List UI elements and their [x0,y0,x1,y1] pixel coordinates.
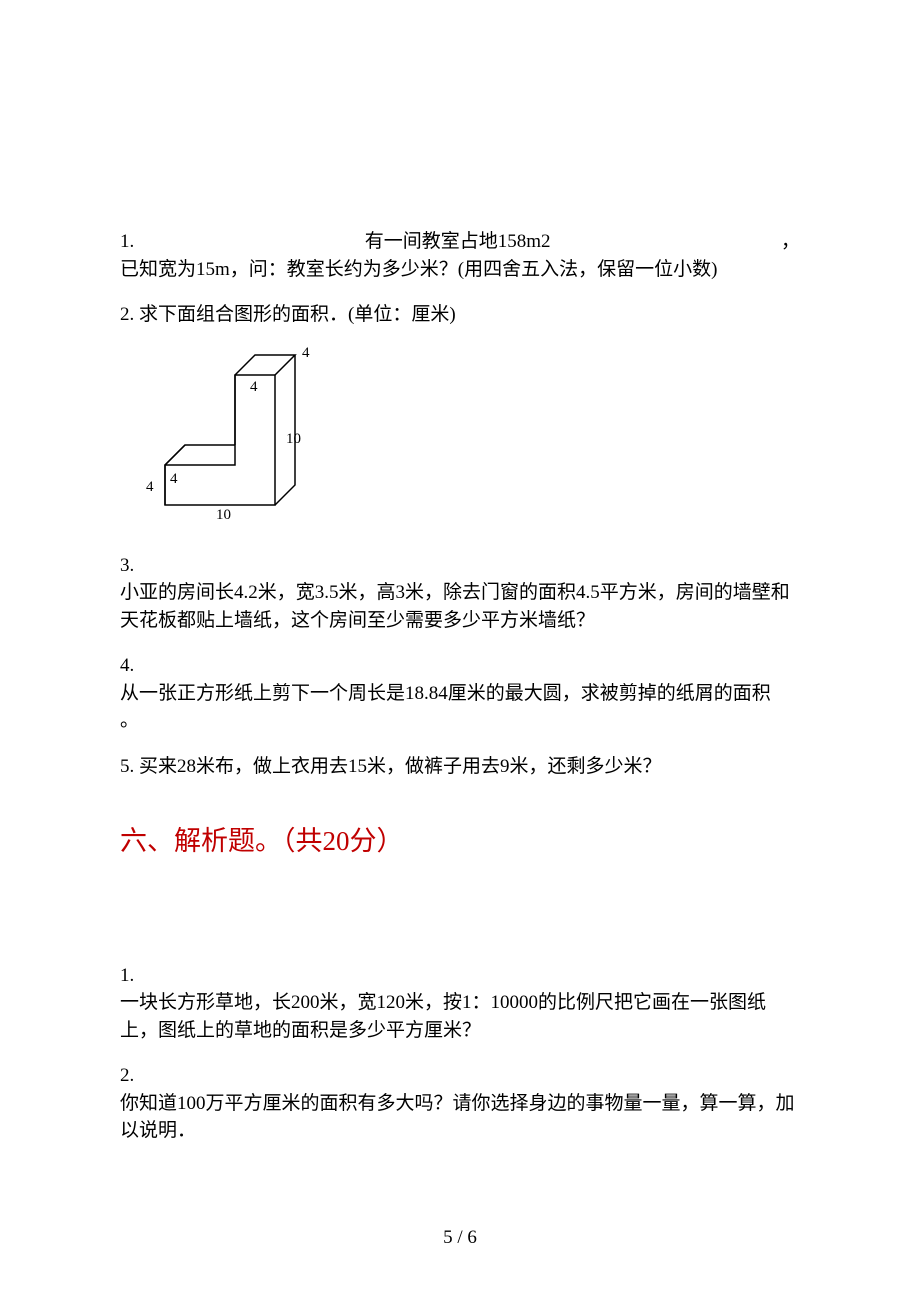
question-2-line1: 2. 求下面组合图形的面积．(单位：厘米) [120,301,800,329]
q1-number: 1. [120,228,134,256]
q1-mid-text: 有一间教室占地158m2 [134,228,781,256]
label-inner-4: 4 [250,379,258,395]
s6q2-number: 2. [120,1062,800,1090]
question-1-line2: 已知宽为15m，问：教室长约为多少米？(用四舍五入法，保留一位小数) [120,256,800,284]
q3-text: 小亚的房间长4.2米，宽3.5米，高3米，除去门窗的面积4.5平方米，房间的墙壁… [120,579,800,634]
s6q2-text: 你知道100万平方厘米的面积有多大吗？请你选择身边的事物量一量，算一算，加以说明… [120,1090,800,1145]
q4-text2: 。 [120,707,800,735]
q2-figure: 4 4 10 10 4 4 [130,335,800,520]
q4-text1: 从一张正方形纸上剪下一个周长是18.84厘米的最大圆，求被剪掉的纸屑的面积 [120,680,800,708]
s6q1-text: 一块长方形草地，长200米，宽120米，按1：10000的比例尺把它画在一张图纸… [120,989,800,1044]
section-6-heading: 六、解析题。（共20分） [120,822,800,861]
question-1-line1: 1. 有一间教室占地158m2 ， [120,228,800,256]
label-bottom-10: 10 [216,507,231,520]
label-innerleft-4: 4 [170,471,178,487]
q5-line: 5. 买来28米布，做上衣用去15米，做裤子用去9米，还剩多少米？ [120,753,800,781]
label-top-4: 4 [302,345,310,361]
page-footer: 5 / 6 [0,1224,920,1252]
q4-number: 4. [120,652,800,680]
s6q1-number: 1. [120,962,800,990]
label-farleft-4: 4 [146,479,154,495]
l-shape-diagram: 4 4 10 10 4 4 [130,335,340,520]
label-right-10: 10 [286,431,301,447]
q3-number: 3. [120,552,800,580]
page: 1. 有一间教室占地158m2 ， 已知宽为15m，问：教室长约为多少米？(用四… [0,0,920,1302]
q1-tail-comma: ， [781,228,800,256]
